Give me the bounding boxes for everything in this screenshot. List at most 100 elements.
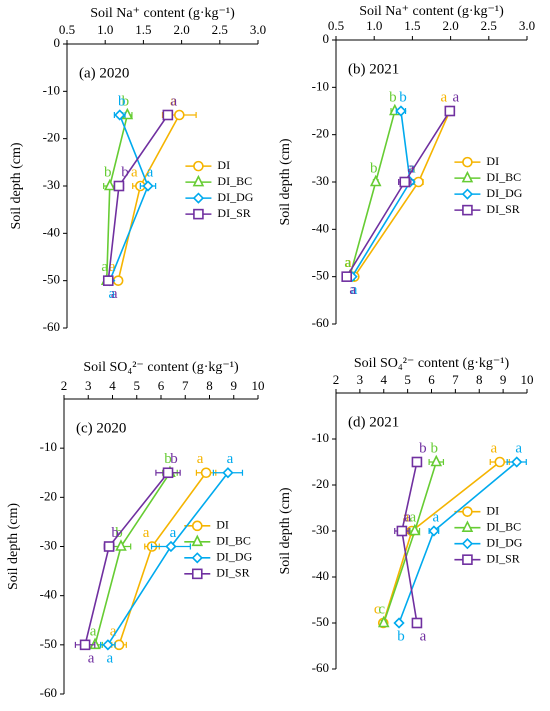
x-tick-label: 8 [476, 372, 483, 387]
y-axis-title: Soil depth (cm) [278, 138, 293, 225]
significance-label: b [431, 440, 439, 456]
marker [462, 506, 473, 517]
series-line [401, 461, 418, 624]
significance-label: a [88, 650, 95, 666]
x-tick-label: 5 [404, 372, 411, 387]
significance-label: a [515, 440, 522, 456]
significance-label: a [170, 93, 177, 109]
x-tick-label: 1.5 [404, 18, 420, 33]
marker [113, 639, 125, 651]
y-tick-label: -10 [43, 82, 60, 97]
marker [193, 160, 204, 172]
marker [462, 554, 473, 565]
y-tick-label: -40 [43, 224, 60, 239]
marker [430, 454, 443, 467]
x-tick-label: 10 [252, 378, 265, 393]
significance-label: a [107, 650, 114, 666]
y-tick-label: -40 [312, 568, 329, 583]
marker [174, 109, 185, 121]
significance-label: b [122, 93, 130, 109]
y-tick-label: -30 [43, 177, 60, 192]
marker [79, 639, 91, 651]
legend-label: DI_SR [486, 202, 519, 216]
significance-label: a [101, 259, 108, 275]
panel-label: (a) 2020 [79, 65, 129, 81]
significance-label: a [90, 623, 97, 639]
legend-label: DI [217, 158, 230, 172]
y-axis-title: Soil depth (cm) [6, 503, 21, 590]
marker [396, 525, 408, 537]
x-tick-label: 1.0 [97, 22, 113, 37]
legend-label: DI_SR [216, 566, 249, 580]
marker [377, 615, 390, 628]
y-tick-label: -20 [312, 476, 329, 491]
y-tick-label: -40 [40, 587, 57, 602]
x-tick-label: 2 [333, 372, 340, 387]
y-tick-label: 0 [54, 35, 61, 50]
marker [494, 456, 506, 468]
significance-label: a [349, 282, 356, 298]
significance-label: b [419, 440, 427, 456]
marker [399, 176, 411, 188]
series-line [107, 472, 229, 646]
marker [102, 639, 114, 651]
significance-label: b [397, 628, 405, 644]
y-tick-label: -10 [312, 430, 329, 445]
significance-label: a [441, 89, 448, 105]
y-tick-label: -50 [312, 614, 329, 629]
significance-label: a [131, 164, 138, 180]
marker [162, 467, 174, 479]
y-tick-label: -60 [312, 660, 329, 675]
marker [192, 174, 205, 187]
marker [103, 178, 116, 191]
series-line [351, 110, 411, 278]
marker [461, 188, 474, 200]
significance-label: a [143, 525, 150, 541]
panel-label: (c) 2020 [76, 420, 126, 436]
y-tick-label: -30 [40, 537, 57, 552]
x-tick-label: 9 [500, 372, 507, 387]
marker [102, 275, 114, 286]
y-axis-title: Soil depth (cm) [9, 142, 24, 229]
legend-label: DI_SR [217, 206, 250, 220]
legend-label: DI_DG [216, 550, 252, 564]
significance-label: a [407, 160, 414, 176]
significance-label: a [109, 259, 116, 275]
marker [103, 541, 115, 552]
legend-label: DI_DG [486, 186, 522, 200]
significance-label: a [420, 628, 427, 644]
significance-label: a [409, 160, 416, 176]
marker [444, 105, 456, 117]
x-tick-label: 0.5 [328, 18, 344, 33]
marker [461, 170, 474, 183]
legend-label: DI_DG [486, 535, 522, 549]
x-axis-title: Soil Na⁺ content (g·kg⁻¹) [359, 4, 504, 19]
x-tick-label: 2.5 [481, 18, 497, 33]
significance-label: a [147, 164, 154, 180]
legend-label: DI_BC [216, 534, 251, 548]
x-tick-label: 7 [452, 372, 459, 387]
significance-label: a [405, 509, 412, 525]
significance-label: b [370, 160, 378, 176]
marker [162, 109, 174, 121]
series-line [382, 461, 438, 624]
y-tick-label: -40 [312, 220, 329, 235]
series-line [84, 472, 169, 646]
marker [462, 156, 473, 168]
significance-label: a [344, 255, 351, 271]
marker [462, 204, 473, 216]
significance-label: b [164, 451, 172, 467]
legend-label: DI [216, 518, 229, 532]
significance-label: b [118, 93, 126, 109]
significance-label: a [227, 451, 234, 467]
y-tick-label: -10 [312, 78, 329, 93]
marker [191, 520, 203, 532]
marker [192, 192, 205, 204]
significance-label: a [403, 509, 410, 525]
y-tick-label: -30 [312, 173, 329, 188]
series-line [382, 461, 501, 624]
significance-label: a [453, 89, 460, 105]
x-tick-label: 9 [231, 378, 238, 393]
legend-label: DI_SR [486, 551, 519, 565]
